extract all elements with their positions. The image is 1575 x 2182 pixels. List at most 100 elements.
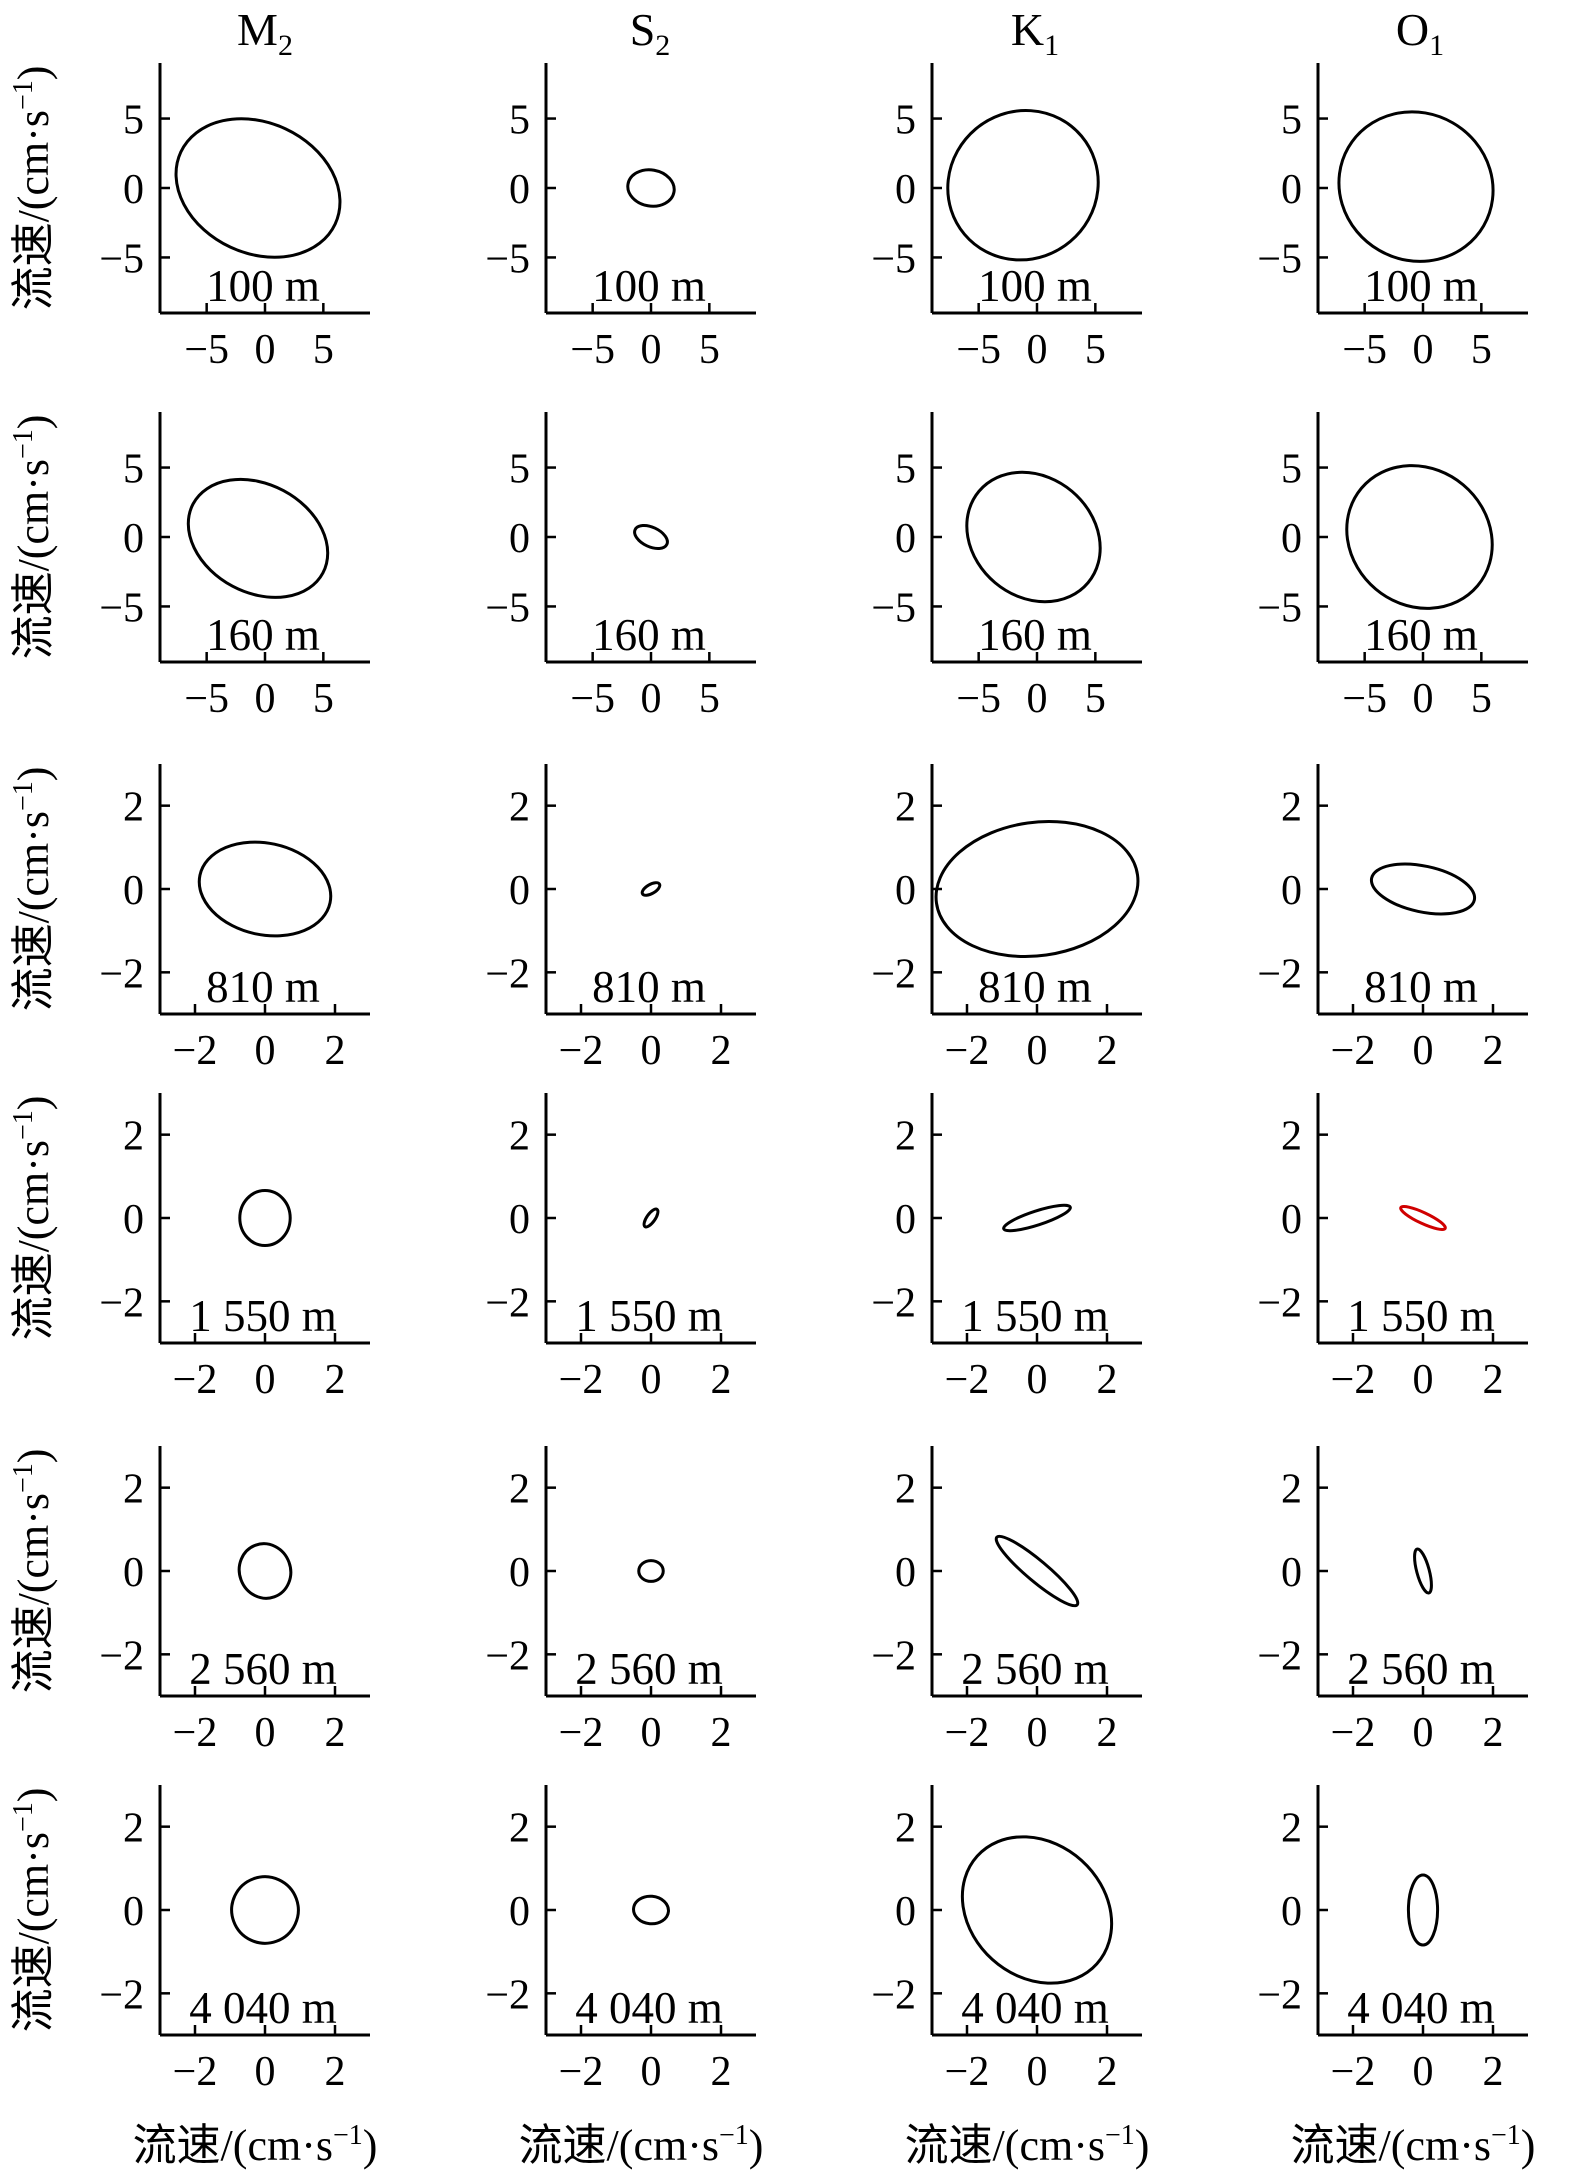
y-tick-label: −2 [1257,1280,1302,1326]
y-tick-label: −2 [99,951,144,997]
x-tick-label: −2 [1331,1028,1376,1074]
y-axis-title: 流速/(cm·s−1) [8,767,58,1012]
y-tick-label: 0 [123,516,144,562]
x-tick-label: 0 [1413,1028,1434,1074]
x-tick-label: −2 [559,2049,604,2095]
x-tick-label: 2 [711,1028,732,1074]
y-tick-label: 2 [1281,785,1302,831]
y-tick-label: −5 [1257,585,1302,631]
x-tick-label: −5 [956,327,1001,373]
x-tick-label: 0 [1413,327,1434,373]
depth-label: 1 550 m [189,1291,337,1341]
x-tick-label: 0 [1027,1710,1048,1756]
depth-label: 100 m [978,261,1092,311]
x-tick-label: −2 [1331,2049,1376,2095]
y-tick-label: −2 [99,1633,144,1679]
y-tick-label: 2 [1281,1467,1302,1513]
y-tick-label: 0 [123,167,144,213]
tidal-ellipse [640,881,662,897]
tidal-ellipse [1002,1203,1072,1233]
y-axis-title: 流速/(cm·s−1) [8,1449,58,1694]
x-tick-label: 0 [255,2049,276,2095]
x-tick-label: 2 [1097,1028,1118,1074]
panel-o1-2560m: −2 −2 0 0 2 2 2 560 m [1257,1446,1528,1756]
x-tick-label: 0 [641,1710,662,1756]
y-tick-label: −2 [1257,951,1302,997]
depth-label: 160 m [206,610,320,660]
y-tick-label: 0 [895,868,916,914]
tidal-ellipse [642,1207,660,1229]
y-tick-label: 5 [1281,447,1302,493]
x-tick-label: 2 [1483,2049,1504,2095]
x-tick-label: 0 [255,1028,276,1074]
x-tick-label: 5 [313,327,334,373]
x-tick-label: 2 [325,1710,346,1756]
x-tick-label: 5 [313,676,334,722]
y-tick-label: −5 [485,585,530,631]
tidal-ellipse [186,477,330,599]
y-tick-label: 2 [1281,1114,1302,1160]
y-axis-title: 流速/(cm·s−1) [8,1788,58,2033]
y-tick-label: 2 [123,785,144,831]
y-tick-label: −2 [485,1280,530,1326]
x-axis-title: 流速/(cm·s−1) [133,2120,378,2170]
y-tick-label: 0 [123,1197,144,1243]
x-tick-label: −5 [1342,676,1387,722]
x-tick-label: −5 [570,327,615,373]
x-tick-label: 2 [1483,1357,1504,1403]
x-tick-label: −2 [173,1357,218,1403]
panel-m2-4040m: −2 −2 0 0 2 2 4 040 m 流速/(cm·s−1) 流速/(cm·s−1) [8,1785,377,2170]
y-tick-label: 0 [509,167,530,213]
x-tick-label: 0 [641,2049,662,2095]
column-title: O1 [1396,4,1444,62]
y-tick-label: −2 [871,1972,916,2018]
y-tick-label: 5 [895,447,916,493]
x-tick-label: −5 [184,676,229,722]
x-tick-label: −5 [570,676,615,722]
x-tick-label: −2 [945,1357,990,1403]
depth-label: 2 560 m [575,1644,723,1694]
y-tick-label: −5 [99,236,144,282]
x-axis-title: 流速/(cm·s−1) [519,2120,764,2170]
x-tick-label: 5 [699,327,720,373]
x-tick-label: 2 [1097,2049,1118,2095]
depth-label: 1 550 m [961,1291,1109,1341]
x-tick-label: 2 [1483,1710,1504,1756]
tidal-ellipse [632,1894,670,1926]
x-tick-label: 5 [1471,676,1492,722]
tidal-ellipse [965,470,1102,604]
y-tick-label: 0 [895,1550,916,1596]
y-tick-label: −2 [485,1633,530,1679]
x-tick-label: 0 [641,676,662,722]
x-tick-label: −2 [559,1357,604,1403]
y-tick-label: 5 [123,98,144,144]
tidal-ellipse [1337,110,1495,263]
depth-label: 160 m [592,610,706,660]
x-tick-label: 0 [255,1710,276,1756]
y-tick-label: −2 [99,1280,144,1326]
x-tick-label: 0 [641,1028,662,1074]
tidal-ellipse [637,1559,665,1583]
x-tick-label: 2 [711,2049,732,2095]
y-tick-label: 2 [123,1467,144,1513]
y-tick-label: 0 [509,1889,530,1935]
y-tick-label: 0 [895,516,916,562]
depth-label: 1 550 m [1347,1291,1495,1341]
depth-label: 810 m [978,962,1092,1012]
x-tick-label: −2 [1331,1710,1376,1756]
y-tick-label: 0 [509,516,530,562]
depth-label: 810 m [592,962,706,1012]
x-tick-label: 0 [1413,676,1434,722]
depth-label: 160 m [978,610,1092,660]
x-axis-title: 流速/(cm·s−1) [1291,2120,1536,2170]
tidal-ellipse [230,1875,300,1945]
y-tick-label: 2 [509,785,530,831]
depth-label: 100 m [1364,261,1478,311]
x-tick-label: −5 [184,327,229,373]
